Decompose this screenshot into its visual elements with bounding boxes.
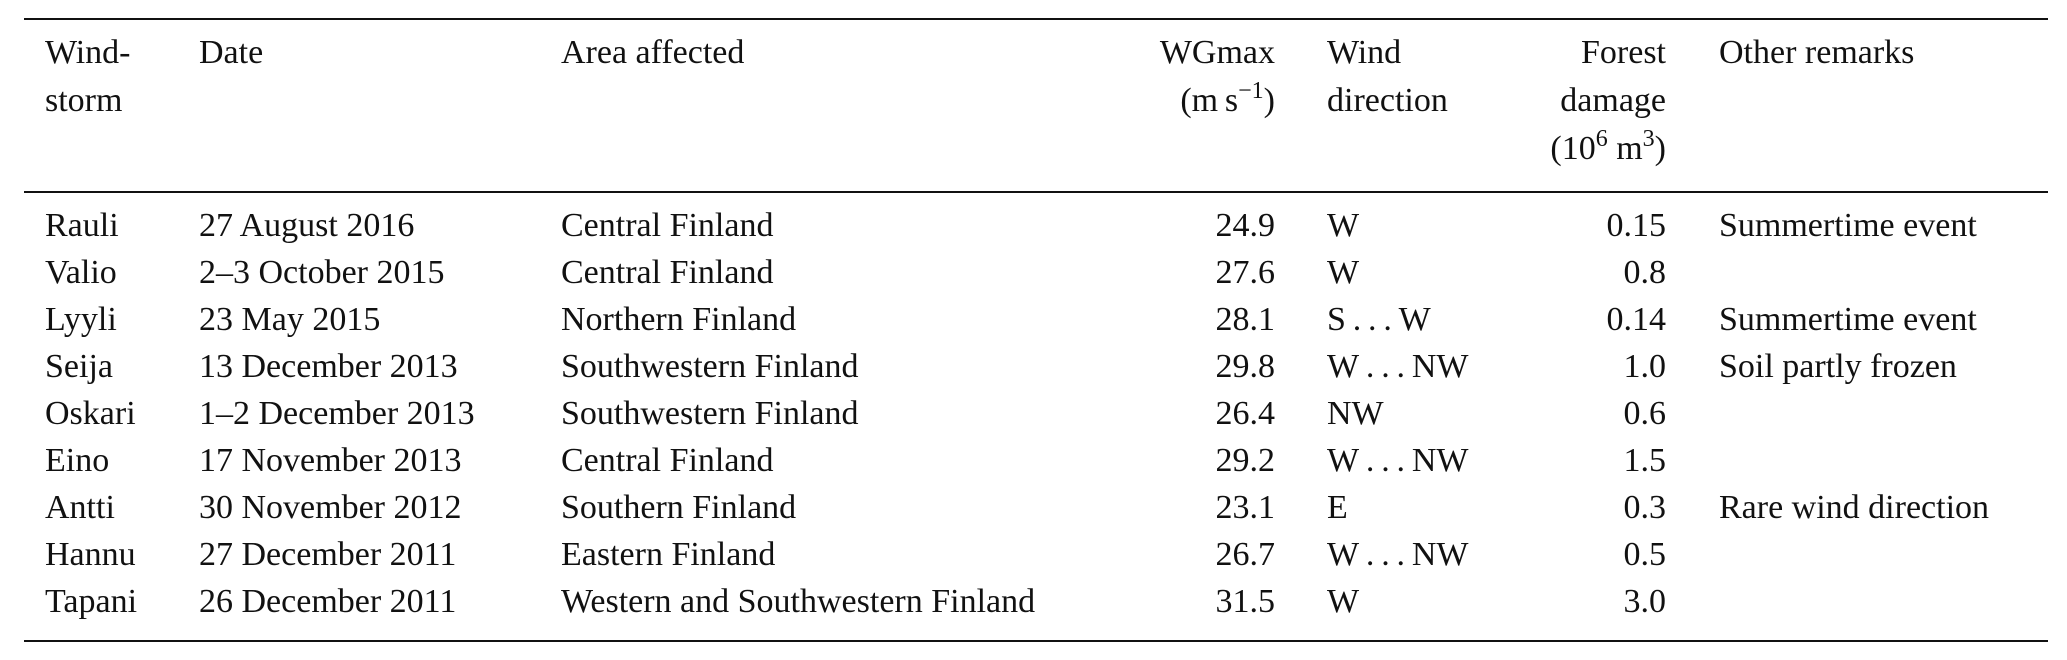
header-text: Wind- (45, 34, 131, 71)
table-cell: 24.9 (1215, 207, 1276, 244)
header-cell: WGmax (m s−1) (1160, 29, 1275, 125)
table-cell: 28.1 (1215, 301, 1276, 338)
header-cell: Date (199, 29, 263, 77)
table-cell: Lyyli (45, 301, 117, 338)
table-cell: Oskari (45, 395, 136, 432)
table-cell: Southwestern Finland (561, 348, 859, 385)
table-cell: Hannu (45, 536, 136, 573)
table-cell: 30 November 2012 (199, 489, 462, 526)
table-cell: 0.15 (1606, 207, 1667, 244)
table-cell: 29.8 (1215, 348, 1276, 385)
table-cell: 31.5 (1215, 583, 1276, 620)
table-cell: Southern Finland (561, 489, 797, 526)
table-cell: 0.3 (1623, 489, 1667, 526)
header-unit: (106 m3) (1550, 125, 1666, 173)
unit-exponent: 3 (1642, 126, 1655, 152)
table-cell: 13 December 2013 (199, 348, 458, 385)
table-cell: Eastern Finland (561, 536, 776, 573)
table-cell: Northern Finland (561, 301, 797, 338)
table-cell: W (1327, 254, 1360, 291)
table-cell: 1.5 (1623, 442, 1667, 479)
top-rule (24, 18, 2048, 20)
table-cell: 27 December 2011 (199, 536, 457, 573)
header-cell: Forest damage (106 m3) (1550, 29, 1666, 173)
table-cell: 0.14 (1606, 301, 1667, 338)
table-cell: 0.6 (1623, 395, 1667, 432)
table-cell: 26.7 (1215, 536, 1276, 573)
table-cell: W . . . NW (1327, 442, 1469, 479)
table-cell: NW (1327, 395, 1384, 432)
header-cell: Wind direction (1327, 29, 1448, 125)
unit-text: (m s (1180, 82, 1239, 119)
table-cell: 26.4 (1215, 395, 1276, 432)
table-cell: 0.5 (1623, 536, 1667, 573)
table-cell: W (1327, 583, 1360, 620)
header-text: Forest (1581, 34, 1666, 71)
table-cell: Rare wind direction (1719, 489, 1990, 526)
table-cell: Southwestern Finland (561, 395, 859, 432)
table-cell: E (1327, 489, 1348, 526)
bottom-rule (24, 640, 2048, 642)
table-cell: Antti (45, 489, 115, 526)
table-cell: 27.6 (1215, 254, 1276, 291)
table-cell: Soil partly frozen (1719, 348, 1957, 385)
table-cell: Central Finland (561, 207, 774, 244)
table-cell: S . . . W (1327, 301, 1431, 338)
header-text: Date (199, 34, 264, 71)
table-cell: 1.0 (1623, 348, 1667, 385)
table-cell: 1–2 December 2013 (199, 395, 475, 432)
unit-exponent: 6 (1595, 126, 1608, 152)
table-cell: Eino (45, 442, 110, 479)
unit-text: ) (1654, 130, 1666, 167)
table-cell: W (1327, 207, 1360, 244)
header-text: direction (1327, 82, 1448, 119)
header-text: Other remarks (1719, 34, 1915, 71)
table-cell: Summertime event (1719, 301, 1977, 338)
table-cell: Valio (45, 254, 117, 291)
table-cell: Central Finland (561, 442, 774, 479)
header-cell: Other remarks (1719, 29, 1914, 77)
unit-text: ) (1263, 82, 1275, 119)
header-text: WGmax (1159, 34, 1275, 71)
header-text: storm (45, 82, 123, 119)
header-unit: (m s−1) (1160, 77, 1275, 125)
header-text: damage (1560, 82, 1666, 119)
table-cell: W . . . NW (1327, 536, 1469, 573)
unit-text: (10 (1550, 130, 1596, 167)
header-cell: Wind-storm (45, 29, 131, 125)
table-cell: Central Finland (561, 254, 774, 291)
table-cell: 2–3 October 2015 (199, 254, 445, 291)
unit-text: m (1607, 130, 1643, 167)
table-cell: 29.2 (1215, 442, 1276, 479)
table-cell: 23.1 (1215, 489, 1276, 526)
table-cell: Tapani (45, 583, 138, 620)
table-cell: 17 November 2013 (199, 442, 462, 479)
table-cell: 26 December 2011 (199, 583, 457, 620)
mid-rule (24, 191, 2048, 193)
table-cell: 23 May 2015 (199, 301, 381, 338)
table-cell: 0.8 (1623, 254, 1667, 291)
header-text: Wind (1327, 34, 1402, 71)
table-cell: Seija (45, 348, 113, 385)
table-cell: Summertime event (1719, 207, 1977, 244)
unit-exponent: −1 (1238, 78, 1264, 104)
header-cell: Area affected (561, 29, 744, 77)
table-cell: 27 August 2016 (199, 207, 415, 244)
table-cell: Rauli (45, 207, 119, 244)
table-cell: 3.0 (1623, 583, 1667, 620)
table-cell: Western and Southwestern Finland (561, 583, 1036, 620)
header-text: Area affected (561, 34, 745, 71)
table-cell: W . . . NW (1327, 348, 1469, 385)
